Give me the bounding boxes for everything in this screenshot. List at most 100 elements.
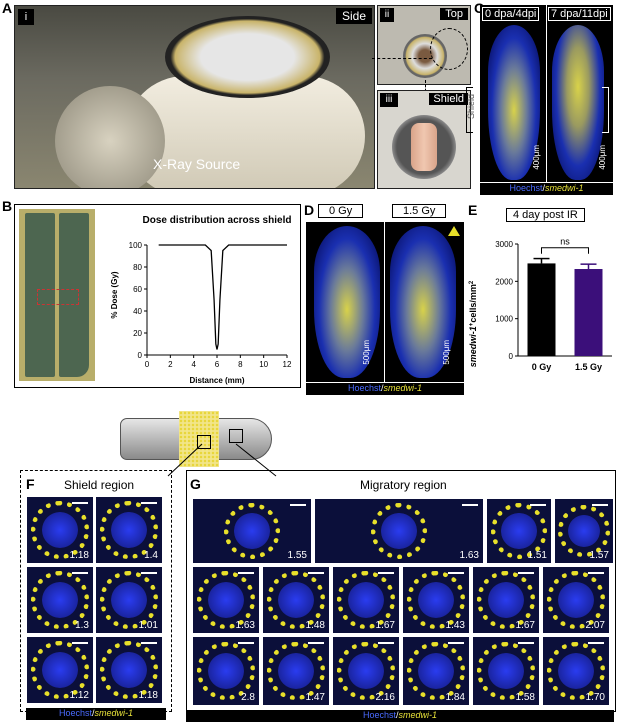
migratory-cell-r1-0: 1.55 <box>192 498 312 564</box>
scale-bar <box>448 642 464 644</box>
cell-ratio-label: 1.58 <box>515 692 535 703</box>
cell-ratio-label: 1.18 <box>69 550 89 561</box>
migratory-cell-r1-1: 1.63 <box>314 498 484 564</box>
smedwi-signal <box>100 641 158 699</box>
shield-circle-marker <box>430 28 468 70</box>
worm-0gy <box>314 226 380 378</box>
dose-label-right: 1.5 Gy <box>392 204 447 218</box>
bar-y-tick-label: 2000 <box>495 277 513 286</box>
migratory-cell-r2-1: 1.48 <box>262 566 330 634</box>
scale-d-right: 500μm <box>442 340 451 365</box>
dose-x-tick-label: 8 <box>238 360 243 369</box>
shield-half-right <box>59 213 89 377</box>
cell-ratio-label: 1.3 <box>75 620 89 631</box>
worm-1-5gy <box>390 226 456 378</box>
subpanel-label-ii: ii <box>380 8 394 22</box>
panel-label-g: G <box>190 476 201 492</box>
scale-bar <box>308 642 324 644</box>
bar-y-tick-label: 0 <box>509 352 514 361</box>
cell-ratio-label: 2.07 <box>585 620 605 631</box>
scale-bar <box>141 642 157 644</box>
dose-y-tick-label: 0 <box>138 351 143 360</box>
shield-bracket-left <box>466 87 473 133</box>
bar-y-tick-label: 1000 <box>495 315 513 324</box>
dose-x-tick-label: 4 <box>191 360 196 369</box>
smedwi-signal <box>337 571 395 629</box>
scale-bar <box>378 642 394 644</box>
bar-y-tick-label: 3000 <box>495 240 513 249</box>
bar-category-label: 0 Gy <box>532 362 552 372</box>
stain-smedwi-f: smedwi-1 <box>94 708 134 718</box>
smedwi-signal <box>547 642 605 700</box>
cell-ratio-label: 1.43 <box>445 620 465 631</box>
panel-c-divider <box>546 5 547 182</box>
scale-bar <box>238 572 254 574</box>
panel-d-legend: Hoechst/smedwi-1 <box>306 383 464 395</box>
smedwi-signal <box>223 502 281 560</box>
scale-bar <box>238 642 254 644</box>
smedwi-signal <box>31 641 89 699</box>
dose-x-tick-label: 0 <box>145 360 150 369</box>
scale-bar <box>72 502 88 504</box>
shield-half-left <box>25 213 55 377</box>
bar-1 <box>574 269 603 356</box>
dose-y-tick-label: 20 <box>133 329 142 338</box>
stain-sep-f: / <box>92 708 95 718</box>
panel-label-b: B <box>2 198 13 214</box>
migratory-cell-r3-0: 2.8 <box>192 636 260 706</box>
panel-d-divider <box>384 222 385 382</box>
cell-ratio-label: 1.55 <box>287 550 307 561</box>
dose-x-tick-label: 2 <box>168 360 173 369</box>
cell-ratio-label: 2.8 <box>241 692 255 703</box>
dose-chart-title: Dose distribution across shield <box>143 215 292 226</box>
smedwi-signal <box>100 501 158 559</box>
panel-label-f: F <box>26 476 35 492</box>
scale-bar <box>290 504 306 506</box>
panel-c-image: 0 dpa/4dpi 7 dpa/11dpi 400μm 400μm <box>466 5 613 182</box>
panel-c-legend: Hoechst/smedwi-1 <box>480 183 613 195</box>
migratory-cell-r2-0: 1.63 <box>192 566 260 634</box>
stain-hoechst-f: Hoechst <box>58 708 92 718</box>
dose-x-tick-label: 10 <box>259 360 268 369</box>
migratory-cell-r3-5: 1.70 <box>542 636 610 706</box>
dose-y-tick-label: 100 <box>129 241 143 250</box>
stain-hoechst-g: Hoechst <box>362 710 396 720</box>
dose-chart: Dose distribution across shield 0 2 4 6 8 10 1… <box>110 215 292 385</box>
scale-bar <box>462 504 478 506</box>
scale-d-left: 500μm <box>362 340 371 365</box>
scale-bar <box>518 572 534 574</box>
rotating-stage <box>165 16 330 98</box>
panel-f-legend: Hoechst/smedwi-1 <box>26 708 166 720</box>
radiation-icon <box>448 226 460 236</box>
worm-0dpa <box>488 25 540 180</box>
shield-cell-1: 1.4 <box>95 496 163 564</box>
top-view-label: Top <box>440 8 468 20</box>
migratory-cell-r1-2: 1.51 <box>486 498 552 564</box>
shield-region-schematic <box>179 411 219 467</box>
bar-chart: smedwi-1+cells/mm2 0 1000 2000 3000 0 Gy 1.5 … <box>468 237 612 372</box>
smedwi-signal <box>31 571 89 629</box>
leader-line-down <box>425 80 426 96</box>
migratory-cell-r2-2: 1.67 <box>332 566 400 634</box>
panel-label-d: D <box>304 202 315 218</box>
bar-category-label: 1.5 Gy <box>575 362 602 372</box>
scale-right: 400μm <box>598 145 607 170</box>
panel-b-frame: Dose distribution across shield 0 2 4 6 8 10 1… <box>14 204 301 388</box>
xray-side-photo: i Side X-Ray Source <box>14 5 375 189</box>
cell-ratio-label: 2.16 <box>375 692 395 703</box>
stain-smedwi: smedwi-1 <box>545 183 584 193</box>
scale-bar <box>141 502 157 504</box>
cell-ratio-label: 1.84 <box>445 692 465 703</box>
shield-view-label: Shield <box>429 93 468 105</box>
shield-cell-0: 1.18 <box>26 496 94 564</box>
cell-ratio-label: 1.48 <box>305 620 325 631</box>
scale-bar <box>141 572 157 574</box>
xray-housing <box>55 86 165 188</box>
cell-ratio-label: 1.51 <box>527 550 547 561</box>
smedwi-signal <box>407 571 465 629</box>
smedwi-signal <box>407 642 465 700</box>
smedwi-signal <box>490 502 548 560</box>
smedwi-signal <box>337 642 395 700</box>
stain-sep: / <box>542 183 546 193</box>
shield-box-marker <box>197 435 211 449</box>
